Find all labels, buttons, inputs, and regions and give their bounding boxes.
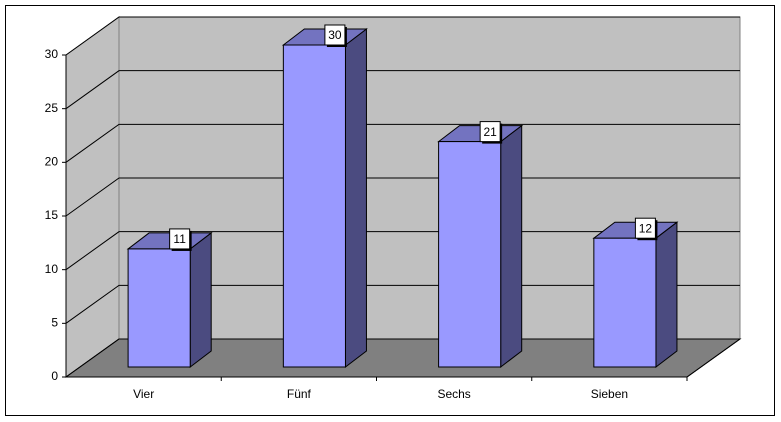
label-box [324,24,346,46]
x-axis-depth [686,338,741,378]
bar-side [500,124,523,369]
bar [127,248,191,368]
x-tick-label: Fünf [287,387,312,401]
x-tick-label: Sieben [591,387,628,401]
grid-line [65,284,740,324]
bar [593,237,657,368]
y-tick-label: 25 [45,101,59,115]
grid-line [65,123,740,163]
x-tick-label: Vier [133,387,154,401]
data-label: 11 [173,232,186,246]
y-tick-label: 5 [51,316,58,330]
x-tick-label: Sechs [437,387,470,401]
bar [282,44,346,368]
grid-line [65,70,740,110]
label-box [479,121,501,143]
bar-side [344,27,367,369]
y-tick-label: 10 [45,262,59,276]
data-label: 30 [328,28,342,42]
y-tick-label: 30 [45,47,59,61]
grid-line [65,177,740,217]
bar-side [655,221,678,369]
bar-side [189,231,212,369]
y-tick-label: 0 [51,369,58,383]
bar [438,141,502,368]
label-box [634,217,656,239]
grid-line [65,16,740,56]
grid-line [65,231,740,271]
grid-line [65,338,740,378]
y-tick-label: 15 [45,208,59,222]
data-label: 12 [639,221,653,235]
label-box [169,228,191,250]
data-label: 21 [483,125,497,139]
y-tick-label: 20 [45,155,59,169]
